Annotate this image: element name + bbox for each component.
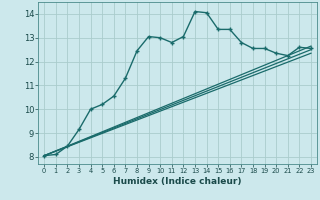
X-axis label: Humidex (Indice chaleur): Humidex (Indice chaleur) (113, 177, 242, 186)
